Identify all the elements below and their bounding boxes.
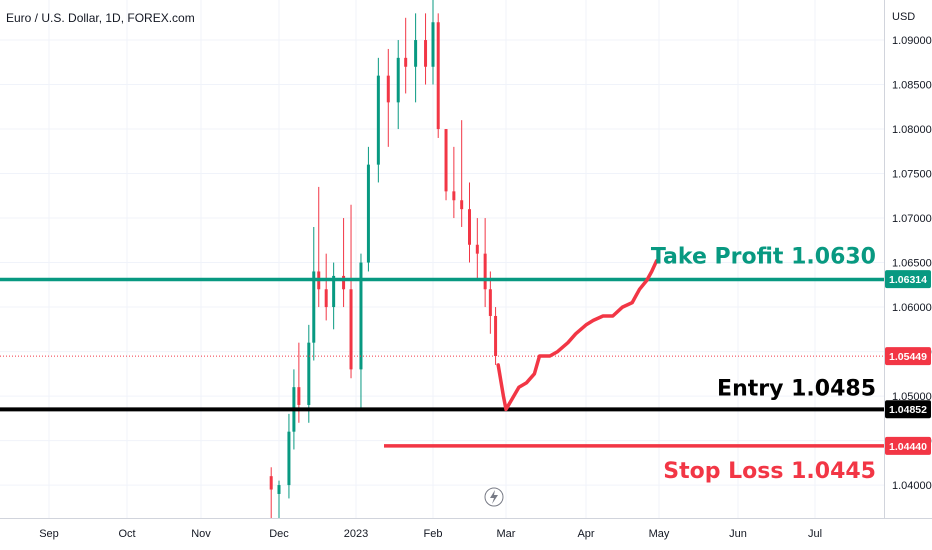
candle-body: [414, 40, 418, 67]
candle-body: [366, 164, 370, 263]
x-tick-label: Sep: [39, 528, 59, 540]
y-tick-label: 1.06500: [892, 258, 932, 270]
lightning-icon[interactable]: [484, 487, 504, 507]
x-tick-label: Apr: [577, 528, 594, 540]
candle-body: [277, 485, 281, 494]
price-tag-1.04852[interactable]: [885, 400, 931, 419]
y-tick-label: 1.07500: [892, 169, 932, 181]
y-tick-label: 1.08000: [892, 124, 932, 136]
candle-body: [460, 200, 464, 210]
candle-body: [483, 253, 487, 290]
price-tag-label: 1.04852: [889, 404, 927, 416]
candle-body: [324, 289, 328, 308]
x-tick-label: Mar: [497, 528, 516, 540]
y-tick-label: 1.06000: [892, 302, 932, 314]
price-tag-1.06314[interactable]: [885, 270, 931, 289]
take-profit-label: Take Profit 1.0630: [651, 244, 876, 269]
chart-title: Euro / U.S. Dollar, 1D, FOREX.com: [6, 11, 195, 25]
x-tick-label: May: [649, 528, 670, 540]
candle-body: [376, 75, 380, 165]
candle-body: [468, 209, 471, 245]
price-tag-1.05449[interactable]: [885, 347, 931, 366]
y-tick-label: 1.09000: [892, 35, 932, 47]
x-tick-label: Feb: [424, 528, 443, 540]
candle-body: [396, 57, 400, 103]
candle-body: [436, 22, 440, 130]
candle-body: [269, 476, 273, 490]
currency-label: USD: [892, 11, 915, 23]
entry-label: Entry 1.0485: [717, 376, 876, 401]
x-tick-label: Dec: [269, 528, 289, 540]
candle-body: [359, 262, 363, 370]
price-tag-label: 1.05449: [889, 351, 927, 363]
x-tick-label: Jul: [808, 528, 822, 540]
y-tick-label: 1.04000: [892, 480, 932, 492]
x-tick-label: Oct: [118, 528, 135, 540]
candle-body: [444, 129, 448, 192]
y-tick-label: 1.08500: [892, 80, 932, 92]
candle-body: [287, 431, 291, 486]
candle-body: [494, 315, 498, 357]
price-tag-1.04440[interactable]: [885, 436, 931, 455]
y-tick-label: 1.07000: [892, 213, 932, 225]
candle-body: [431, 22, 435, 67]
candle-body: [424, 40, 428, 67]
candle-body: [312, 271, 316, 343]
projection-path: [496, 259, 659, 412]
candle-body: [386, 75, 390, 103]
candle-body: [404, 57, 408, 67]
price-axis-background: [885, 0, 932, 518]
candle-body: [297, 387, 301, 405]
x-tick-label: Nov: [191, 528, 211, 540]
candle-body: [452, 191, 456, 201]
y-tick-label: 1.05000: [892, 391, 932, 403]
x-tick-label: 2023: [344, 528, 368, 540]
candle-body: [307, 342, 311, 405]
price-tag-label: 1.04440: [889, 441, 927, 453]
stop-loss-label: Stop Loss 1.0445: [663, 459, 876, 484]
candle-body: [349, 289, 353, 370]
candle-body: [342, 275, 346, 290]
candle-body: [488, 289, 492, 316]
candle-body: [332, 275, 336, 308]
x-tick-label: Jun: [729, 528, 747, 540]
price-tag-label: 1.06314: [889, 274, 927, 286]
candle-body: [475, 244, 479, 254]
